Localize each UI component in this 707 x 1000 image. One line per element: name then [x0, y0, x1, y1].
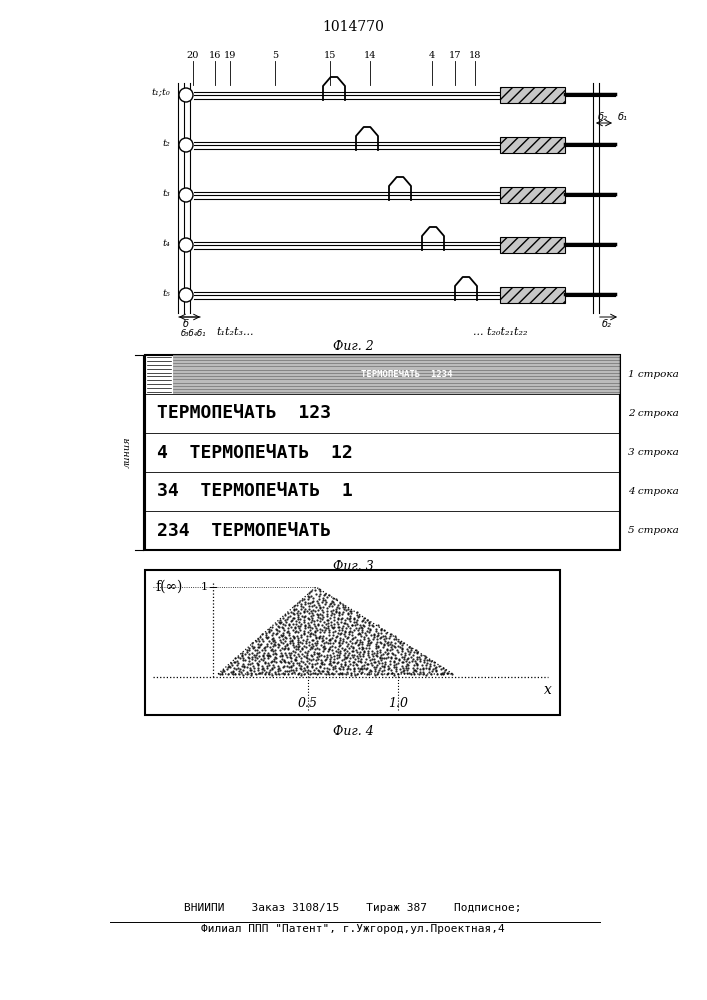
Bar: [500, 287, 565, 303]
Text: 2 строка: 2 строка: [628, 409, 679, 418]
Text: 3 строка: 3 строка: [628, 448, 679, 457]
Circle shape: [179, 188, 193, 202]
Text: б₃б₄б₁: б₃б₄б₁: [181, 329, 206, 338]
Bar: [500, 187, 565, 203]
Text: t₂: t₂: [162, 138, 170, 147]
Text: 1: 1: [201, 582, 208, 592]
Text: 4 строка: 4 строка: [628, 487, 679, 496]
Text: t₄: t₄: [162, 238, 170, 247]
Text: 4: 4: [429, 51, 435, 60]
Text: 20: 20: [187, 51, 199, 60]
Text: Фиг. 3: Фиг. 3: [332, 560, 373, 573]
Text: 234  ТЕРМОПЕЧАТЬ: 234 ТЕРМОПЕЧАТЬ: [157, 522, 331, 540]
Circle shape: [179, 238, 193, 252]
Text: f(∞): f(∞): [155, 580, 182, 594]
Text: t₃: t₃: [162, 188, 170, 198]
Text: линия: линия: [122, 437, 132, 468]
Text: Филиал ППП "Патент", г.Ужгород,ул.Проектная,4: Филиал ППП "Патент", г.Ужгород,ул.Проект…: [201, 924, 505, 934]
Bar: [500, 137, 565, 153]
Circle shape: [179, 88, 193, 102]
Text: 0.5: 0.5: [298, 697, 318, 710]
Text: б: б: [183, 319, 189, 329]
Bar: [145, 570, 560, 715]
Text: 15: 15: [324, 51, 337, 60]
Text: 5: 5: [272, 51, 278, 60]
Circle shape: [179, 138, 193, 152]
Text: 14: 14: [363, 51, 376, 60]
Text: ... t₂₀t₂₁t₂₂: ... t₂₀t₂₁t₂₂: [473, 327, 527, 337]
Text: 34  ТЕРМОПЕЧАТЬ  1: 34 ТЕРМОПЕЧАТЬ 1: [157, 483, 353, 500]
Text: 4  ТЕРМОПЕЧАТЬ  12: 4 ТЕРМОПЕЧАТЬ 12: [157, 444, 353, 462]
Text: б₂: б₂: [598, 112, 608, 122]
Bar: [500, 87, 565, 103]
Bar: [145, 355, 620, 550]
Text: t₁t₂t₃...: t₁t₂t₃...: [216, 327, 254, 337]
Text: б₂: б₂: [602, 319, 612, 329]
Text: t₅: t₅: [162, 288, 170, 298]
Text: 18: 18: [469, 51, 481, 60]
Text: 1.0: 1.0: [388, 697, 408, 710]
Circle shape: [179, 288, 193, 302]
Text: 1014770: 1014770: [322, 20, 384, 34]
Text: x: x: [544, 683, 552, 697]
Text: 17: 17: [449, 51, 461, 60]
Bar: [500, 237, 565, 253]
Bar: [173, 355, 620, 394]
Text: 5 строка: 5 строка: [628, 526, 679, 535]
Text: ТЕРМОПЕЧАТЬ  123: ТЕРМОПЕЧАТЬ 123: [157, 404, 331, 422]
Text: t₁;t₀: t₁;t₀: [151, 89, 170, 98]
Text: б₁: б₁: [618, 112, 628, 122]
Text: ТЕРМОПЕЧАТЬ  1234: ТЕРМОПЕЧАТЬ 1234: [361, 370, 452, 379]
Text: 1 строка: 1 строка: [628, 370, 679, 379]
Text: ВНИИПИ    Заказ 3108/15    Тираж 387    Подписное;: ВНИИПИ Заказ 3108/15 Тираж 387 Подписное…: [185, 903, 522, 913]
Text: 19: 19: [224, 51, 236, 60]
Text: 16: 16: [209, 51, 221, 60]
Text: Фиг. 2: Фиг. 2: [332, 340, 373, 353]
Text: Фиг. 4: Фиг. 4: [332, 725, 373, 738]
